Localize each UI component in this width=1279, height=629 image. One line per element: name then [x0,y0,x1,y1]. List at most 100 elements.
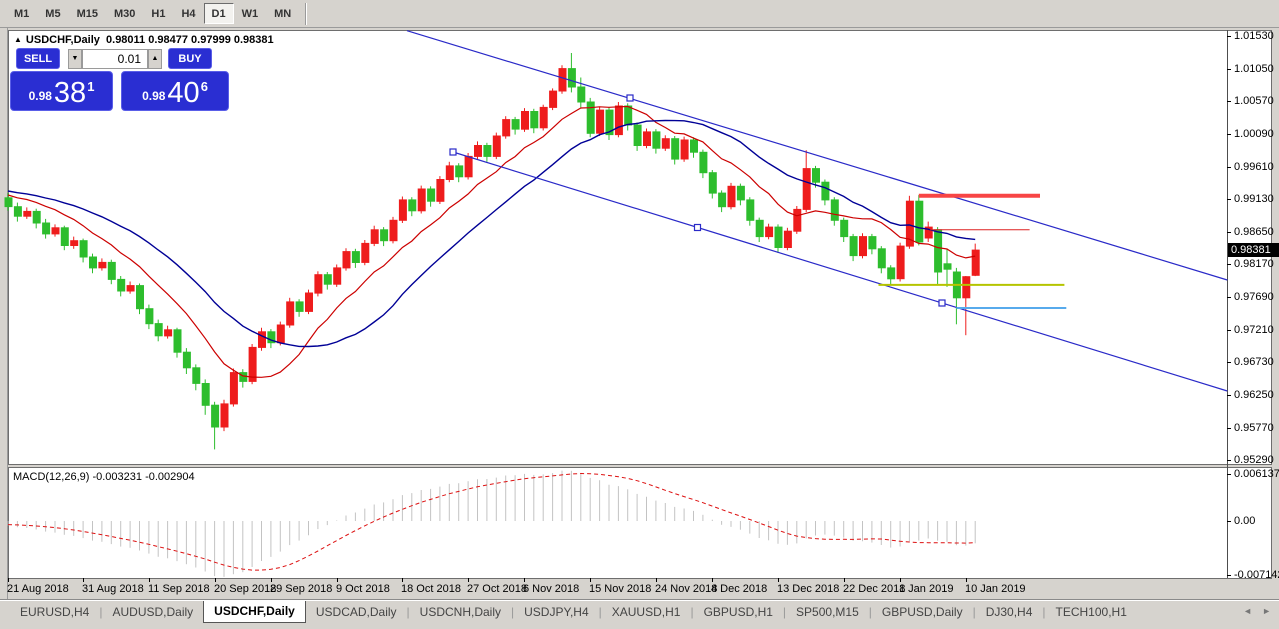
tab-separator: | [690,605,694,619]
candle-body [192,367,201,384]
date-axis-tick [656,578,657,582]
chart-tab-eurusd-h4[interactable]: EURUSD,H4 [20,605,90,619]
candle-body [267,331,276,344]
sell-price-button[interactable]: 0.98 38 1 [10,71,113,111]
channel-upper-anchor-handle[interactable] [626,94,634,102]
tab-separator: | [598,605,602,619]
tab-separator: | [99,605,103,619]
price-axis-tick [1227,199,1231,200]
macd-axis-tick [1227,521,1231,522]
candle-body [32,210,41,224]
candle-body [295,301,304,312]
buy-price-button[interactable]: 0.98 40 6 [121,71,229,111]
chart-tab-audusd-daily[interactable]: AUDUSD,Daily [112,605,194,619]
candle-body [380,229,389,242]
timeframe-button-m1[interactable]: M1 [14,7,30,20]
price-axis-line [1227,30,1228,579]
chart-tab-usdchf-daily[interactable]: USDCHF,Daily [203,601,306,623]
timeframe-toolbar: M1 M5 M15 M30 H1 H4 D1 W1 MN [0,0,1279,28]
date-axis-tick [468,578,469,582]
tab-separator: | [511,605,515,619]
candle-body [558,68,567,92]
chart-tab-dj30-h4[interactable]: DJ30,H4 [985,605,1033,619]
chart-tab-bar: EURUSD,H4 | AUDUSD,Daily USDCHF,Daily USDCAD… [0,600,1279,629]
timeframe-button-m30[interactable]: M30 [113,7,136,20]
candle-body [746,199,755,221]
candle-body [427,188,436,202]
candle-body [521,111,529,130]
tab-separator: | [868,605,872,619]
timeframe-button-w1[interactable]: W1 [241,7,259,20]
price-axis-tick [1227,134,1231,135]
panel-splitter[interactable] [8,464,1272,468]
date-axis-label: 18 Oct 2018 [401,583,461,595]
candle-body [567,68,576,88]
chart-tab-xauusd-h1[interactable]: XAUUSD,H1 [611,605,681,619]
price-axis-label: 0.98650 [1234,226,1274,238]
candle-body [361,242,370,263]
candle-body [690,139,698,153]
timeframe-button-d1[interactable]: D1 [203,3,234,24]
macd-signal-line [7,472,976,571]
candle-body [333,267,342,285]
collapse-arrow-icon[interactable]: ▲ [14,35,22,44]
chart-tab-usdjpy-h4[interactable]: USDJPY,H4 [524,605,589,619]
price-axis-label: 0.99130 [1234,193,1274,205]
timeframe-button-m5[interactable]: M5 [45,7,61,20]
timeframe-button-m15[interactable]: M15 [76,7,98,20]
date-axis-tick [8,578,9,582]
sell-button[interactable]: SELL [16,48,60,69]
candle-body [342,251,351,269]
volume-input[interactable] [82,48,148,69]
date-axis-label: 27 Oct 2018 [467,583,527,595]
candle-body [60,227,69,247]
chart-tab-gbpusd-h1[interactable]: GBPUSD,H1 [703,605,773,619]
candle-body [586,101,595,134]
channel-lower[interactable] [452,151,1228,392]
price-axis-label: 0.96730 [1234,356,1274,368]
candle-body [887,267,896,280]
chart-tab-usdcnh-daily[interactable]: USDCNH,Daily [419,605,502,619]
channel-lower-anchor-handle[interactable] [693,223,702,232]
tabs-scroll-left-icon[interactable]: ◄ [1243,606,1253,616]
window-left-frame [0,28,8,600]
date-axis-label: 31 Aug 2018 [82,583,144,595]
candle-body [445,165,454,180]
candle-body [182,351,191,369]
candle-body [455,165,464,178]
price-axis-tick [1227,36,1231,37]
candle-body [23,210,32,217]
price-axis-label: 0.95290 [1234,454,1274,466]
candle-body [821,181,830,201]
chart-tab-gbpusd-daily[interactable]: GBPUSD,Daily [881,605,963,619]
chart-tab-tech100-h1[interactable]: TECH100,H1 [1055,605,1127,619]
candle-body [755,219,764,238]
candle-body [840,219,849,238]
volume-decrease-button[interactable]: ▼ [68,48,82,69]
volume-increase-button[interactable]: ▲ [148,48,162,69]
candle-body [793,208,802,232]
date-axis-tick [712,578,713,582]
price-axis-label: 1.00090 [1234,128,1274,140]
timeframe-button-h4[interactable]: H4 [181,7,196,20]
date-axis-label: 22 Dec 2018 [843,583,906,595]
chart-tab-sp500-m15[interactable]: SP500,M15 [796,605,859,619]
date-axis-label: 10 Jan 2019 [965,583,1026,595]
timeframe-button-mn[interactable]: MN [274,7,292,20]
timeframe-button-h1[interactable]: H1 [151,7,166,20]
candle-body [173,329,182,353]
date-axis-label: 9 Oct 2018 [336,583,390,595]
buy-button[interactable]: BUY [168,48,212,69]
channel-upper[interactable] [406,30,1228,281]
tabs-scroll-right-icon[interactable]: ► [1262,606,1271,616]
channel-lower-anchor-handle[interactable] [938,299,946,307]
candle-body [201,383,210,406]
macd-axis-label: 0.006137 [1234,468,1279,480]
channel-lower-anchor-handle[interactable] [449,148,457,156]
current-price-tag: 0.98381 [1228,243,1279,257]
candle-body [70,240,79,246]
chart-tab-usdcad-daily[interactable]: USDCAD,Daily [315,605,397,619]
tab-separator: | [1042,605,1046,619]
